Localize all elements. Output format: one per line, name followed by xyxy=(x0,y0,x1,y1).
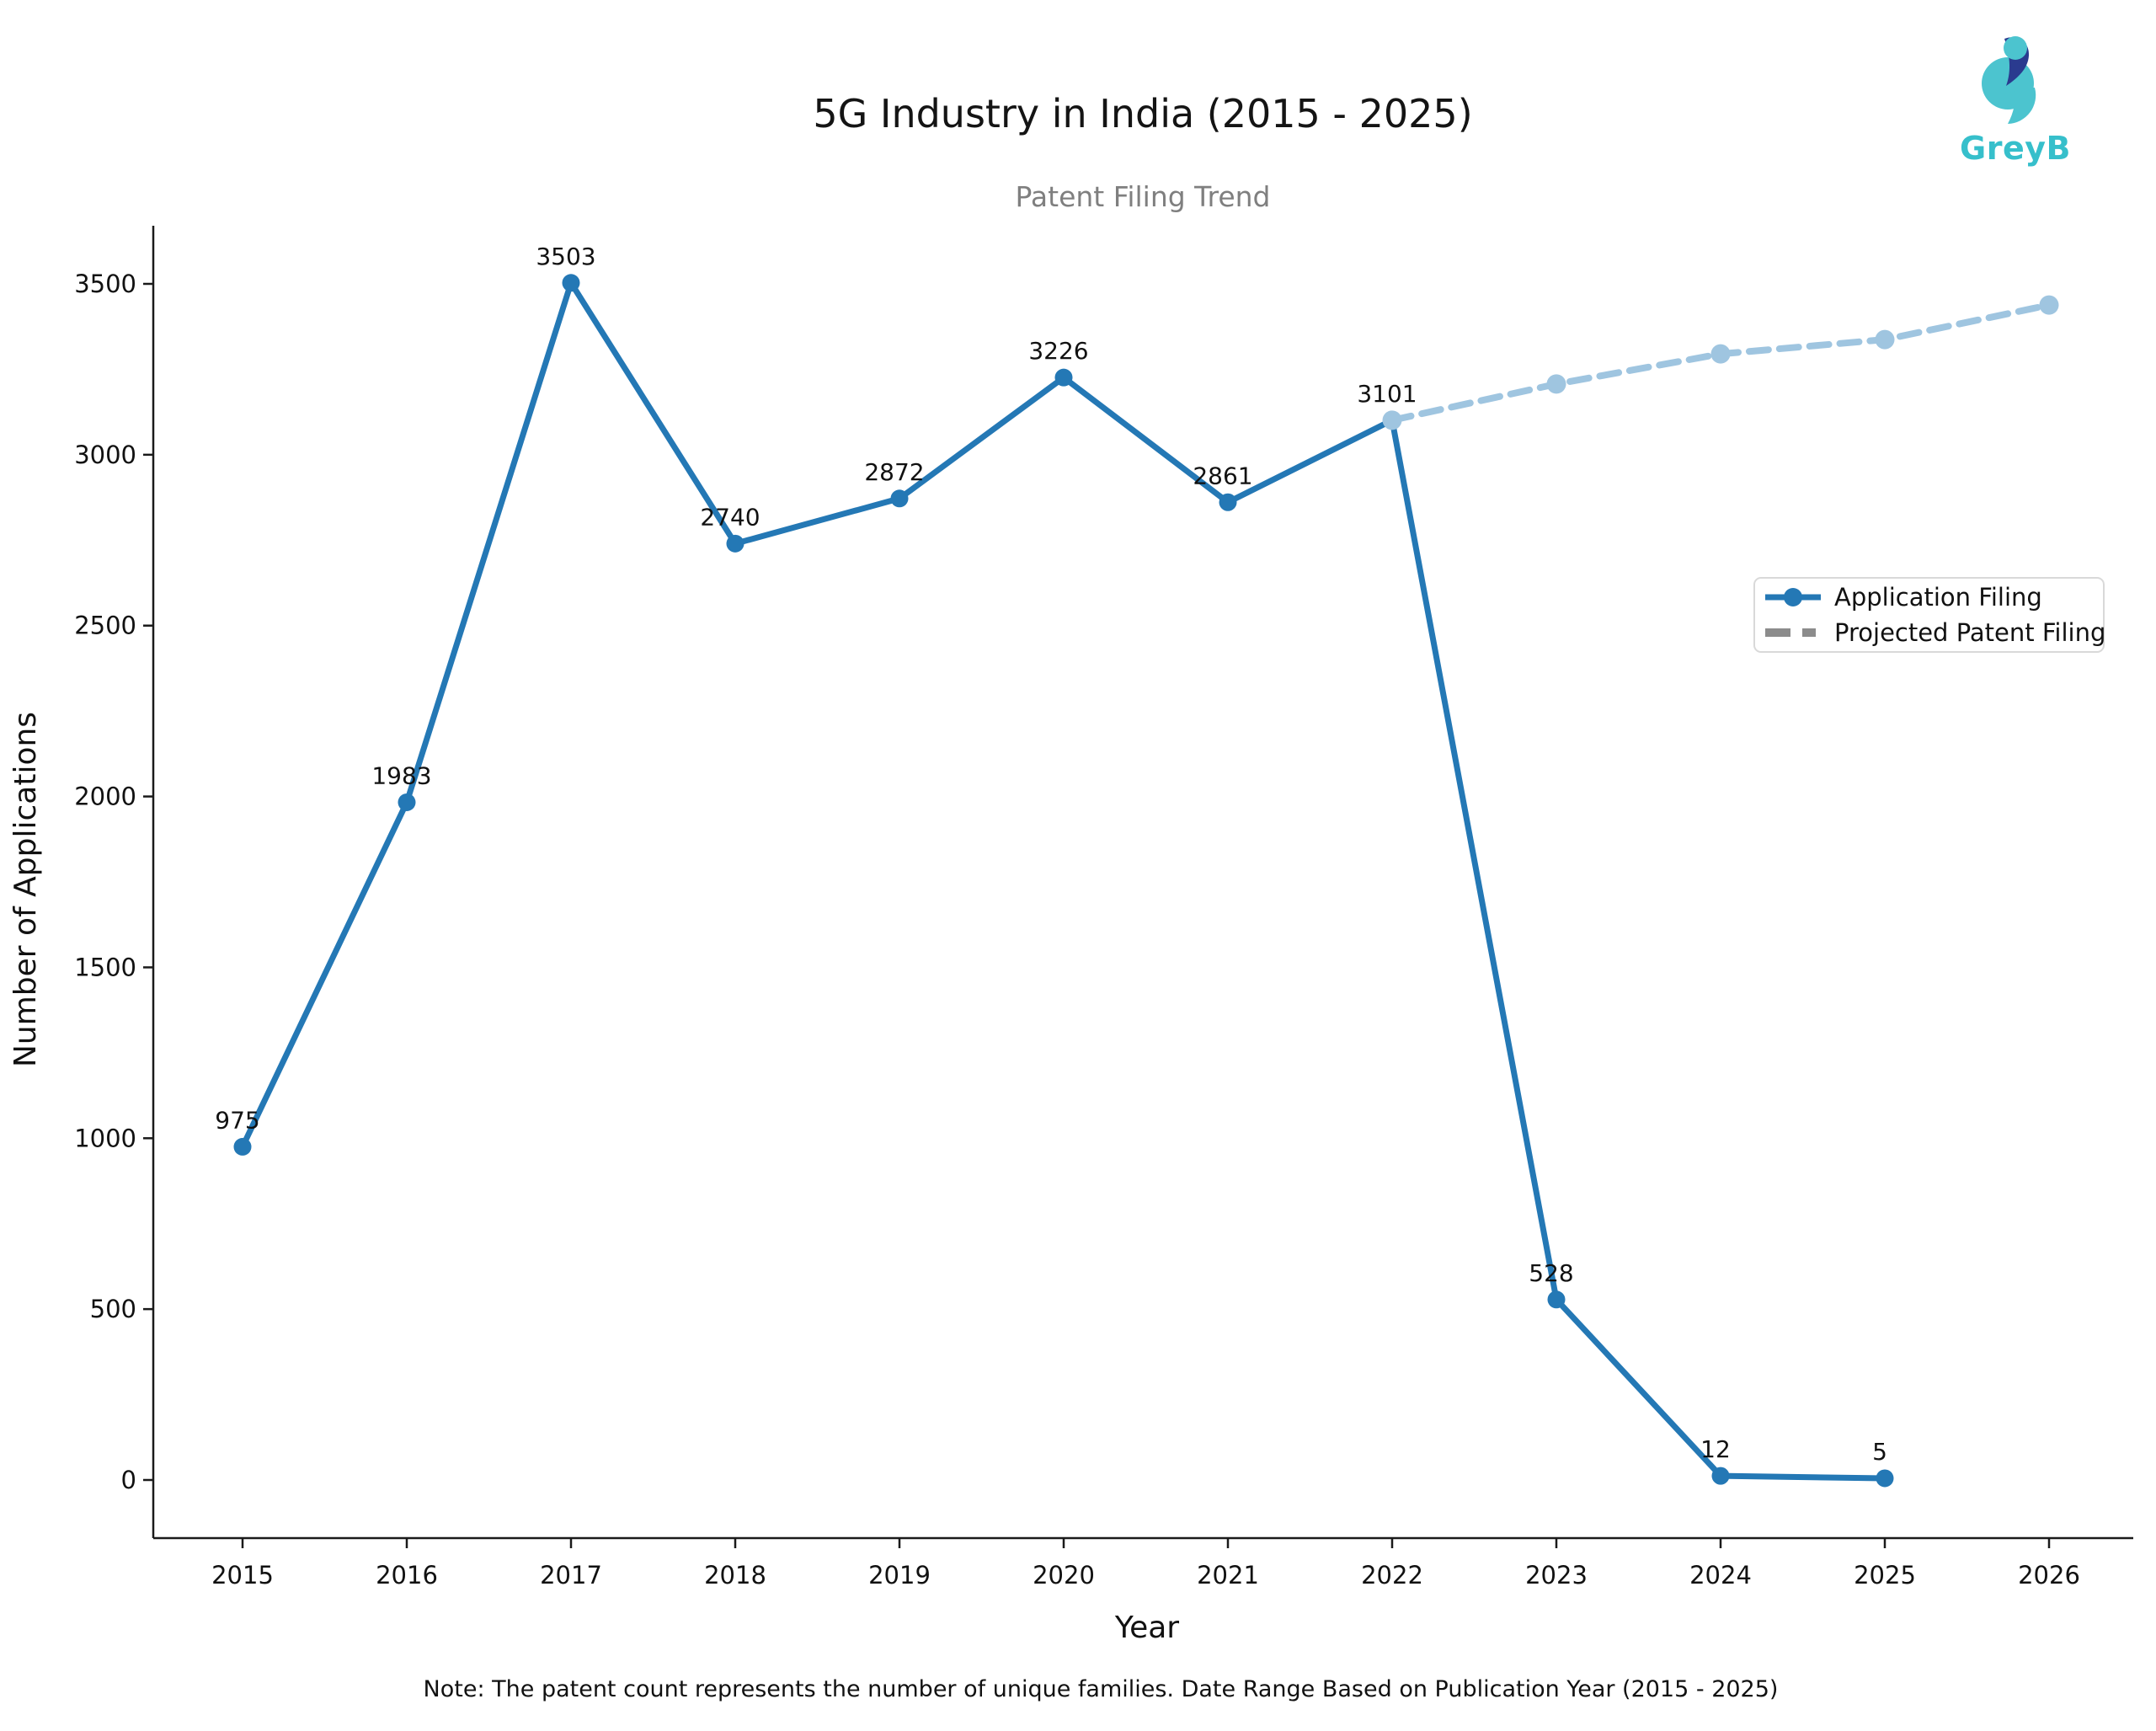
x-tick-label: 2020 xyxy=(1033,1561,1095,1589)
legend-dashed-line-icon xyxy=(1765,628,1821,637)
legend-item-application-filing: Application Filing xyxy=(1764,582,2095,612)
data-point-application-filing-2019 xyxy=(890,489,909,508)
data-point-application-filing-2020 xyxy=(1054,368,1073,387)
value-label-2025: 5 xyxy=(1872,1438,1887,1466)
y-tick-label: 500 xyxy=(90,1295,136,1323)
value-label-2016: 1983 xyxy=(371,761,431,789)
x-tick-label: 2025 xyxy=(1854,1561,1916,1589)
value-label-2021: 2861 xyxy=(1193,462,1252,489)
value-label-2020: 3226 xyxy=(1028,337,1088,365)
data-point-projected-patent-filing-2022 xyxy=(1382,410,1402,430)
y-tick-label: 3500 xyxy=(74,270,136,298)
x-tick-label: 2024 xyxy=(1689,1561,1752,1589)
value-label-2017: 3503 xyxy=(536,243,595,270)
value-label-2018: 2740 xyxy=(700,503,760,531)
x-tick-label: 2016 xyxy=(376,1561,438,1589)
data-point-projected-patent-filing-2024 xyxy=(1710,344,1731,364)
data-point-projected-patent-filing-2026 xyxy=(2039,295,2059,315)
greyb-logo: GreyB xyxy=(1952,22,2079,167)
series-lines xyxy=(233,274,2059,1488)
data-point-application-filing-2018 xyxy=(726,534,744,553)
x-tick-label: 2017 xyxy=(540,1561,602,1589)
x-tick-label: 2026 xyxy=(2018,1561,2080,1589)
y-tick-label: 0 xyxy=(121,1466,136,1494)
legend: Application Filing Projected Patent Fili… xyxy=(1753,577,2105,653)
data-point-application-filing-2024 xyxy=(1711,1467,1730,1485)
legend-item-projected-patent-filing: Projected Patent Filing xyxy=(1764,617,2105,648)
chart-title: 5G Industry in India (2015 - 2025) xyxy=(813,91,1473,136)
legend-label: Application Filing xyxy=(1834,583,2042,612)
data-point-application-filing-2015 xyxy=(233,1137,252,1156)
data-point-application-filing-2016 xyxy=(398,793,416,811)
y-tick-label: 2500 xyxy=(74,612,136,640)
value-label-2015: 975 xyxy=(215,1106,259,1134)
x-tick-label: 2021 xyxy=(1197,1561,1259,1589)
chart-subtitle: Patent Filing Trend xyxy=(1015,180,1271,213)
greyb-logo-text: GreyB xyxy=(1960,130,2071,167)
y-tick-label: 2000 xyxy=(74,783,136,811)
x-tick-label: 2018 xyxy=(704,1561,766,1589)
greyb-logo-bottom-shape xyxy=(2008,88,2036,124)
x-axis-title: Year xyxy=(1114,1611,1179,1645)
data-point-application-filing-2025 xyxy=(1876,1469,1894,1488)
legend-solid-line-icon xyxy=(1765,588,1821,606)
greyb-logo-mark xyxy=(1982,36,2036,124)
value-label-2024: 12 xyxy=(1700,1435,1731,1463)
axes: 0 500 1000 1500 2000 2500 3000 3500 2015 2016 2017… xyxy=(74,226,2133,1589)
data-point-application-filing-2023 xyxy=(1547,1290,1566,1309)
value-label-2023: 528 xyxy=(1529,1259,1573,1287)
x-tick-label: 2019 xyxy=(868,1561,931,1589)
y-axis-title: Number of Applications xyxy=(8,712,43,1067)
footnote: Note: The patent count represents the nu… xyxy=(423,1676,1779,1702)
data-point-projected-patent-filing-2025 xyxy=(1875,329,1895,350)
y-tick-label: 1500 xyxy=(74,953,136,981)
data-point-application-filing-2017 xyxy=(562,274,580,292)
value-labels: 975 1983 3503 2740 2872 3226 2861 3101 528 12 5 xyxy=(215,243,1887,1466)
value-label-2019: 2872 xyxy=(864,458,924,486)
legend-label: Projected Patent Filing xyxy=(1834,618,2106,647)
x-tick-label: 2023 xyxy=(1525,1561,1588,1589)
x-tick-label: 2022 xyxy=(1361,1561,1423,1589)
value-label-2022: 3101 xyxy=(1357,380,1417,408)
series-line-0 xyxy=(239,280,1888,1482)
x-tick-label: 2015 xyxy=(211,1561,274,1589)
y-tick-label: 3000 xyxy=(74,441,136,469)
y-tick-label: 1000 xyxy=(74,1124,136,1152)
data-point-projected-patent-filing-2023 xyxy=(1546,374,1566,394)
data-point-application-filing-2021 xyxy=(1219,493,1237,511)
